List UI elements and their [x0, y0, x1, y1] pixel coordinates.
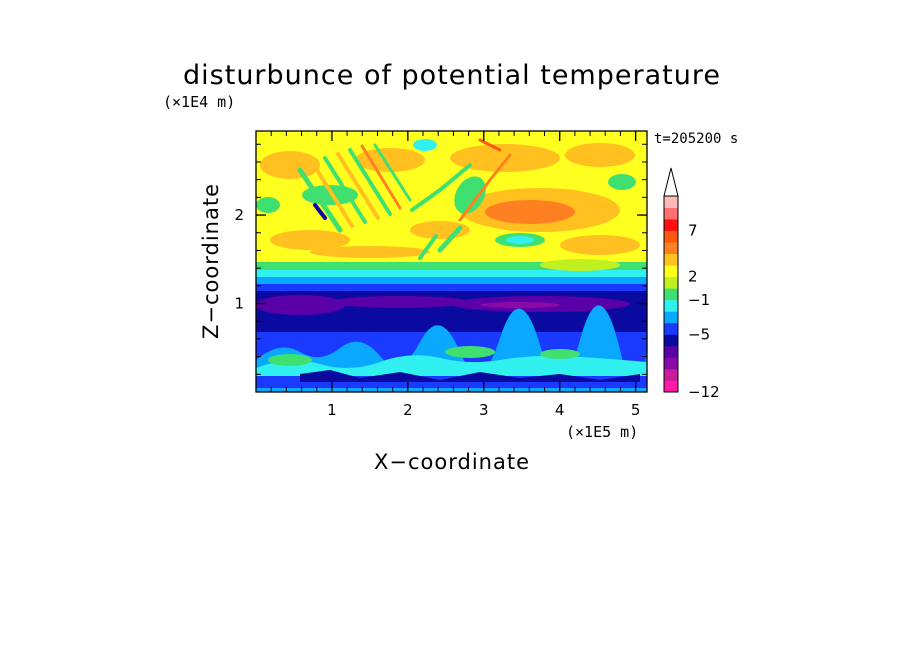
- colorbar-swatch: [664, 288, 678, 301]
- colorbar-label: −5: [688, 325, 710, 343]
- colorbar-swatch: [664, 219, 678, 231]
- colorbar-swatch: [664, 357, 678, 370]
- colorbar-label: −12: [688, 383, 720, 401]
- colorbar-swatch: [664, 380, 678, 393]
- colorbar-swatch: [664, 253, 678, 266]
- axes: 1 2 3 4 5 1 2: [234, 131, 647, 419]
- colorbar-swatch: [664, 368, 678, 381]
- colorbar-swatch: [664, 196, 678, 208]
- colorbar-label: 2: [688, 268, 698, 286]
- colorbar-swatch: [664, 265, 678, 278]
- y-tick-label: 1: [234, 295, 244, 313]
- colorbar-swatch: [664, 230, 678, 243]
- x-tick-label: 2: [403, 401, 413, 419]
- colorbar-swatch: [664, 345, 678, 358]
- colorbar-swatch: [664, 311, 678, 324]
- colorbar: −12−5−127: [663, 167, 720, 401]
- colorbar-swatch: [664, 207, 678, 220]
- colorbar-label: −1: [688, 291, 710, 309]
- x-tick-label: 4: [555, 401, 565, 419]
- colorbar-swatch: [664, 299, 678, 312]
- x-tick-label: 1: [327, 401, 337, 419]
- time-label: t=205200 s: [654, 131, 738, 147]
- heatmap-field: [256, 131, 647, 392]
- colorbar-swatch: [664, 322, 678, 335]
- x-tick-label: 3: [479, 401, 489, 419]
- colorbar-extend-arrow: [663, 167, 679, 197]
- y-axis-unit: (×1E4 m): [163, 93, 235, 111]
- y-tick-label: 2: [234, 206, 244, 224]
- colorbar-swatch: [664, 276, 678, 289]
- x-axis-label: X−coordinate: [374, 450, 530, 474]
- x-tick-label: 5: [631, 401, 641, 419]
- plot-frame: [255, 130, 648, 393]
- colorbar-swatch: [664, 334, 678, 347]
- chart-title: disturbunce of potential temperature: [183, 60, 721, 91]
- colorbar-label: 7: [688, 222, 698, 240]
- y-axis-label: Z−coordinate: [199, 183, 223, 339]
- x-axis-unit: (×1E5 m): [566, 423, 638, 441]
- colorbar-swatch: [664, 242, 678, 255]
